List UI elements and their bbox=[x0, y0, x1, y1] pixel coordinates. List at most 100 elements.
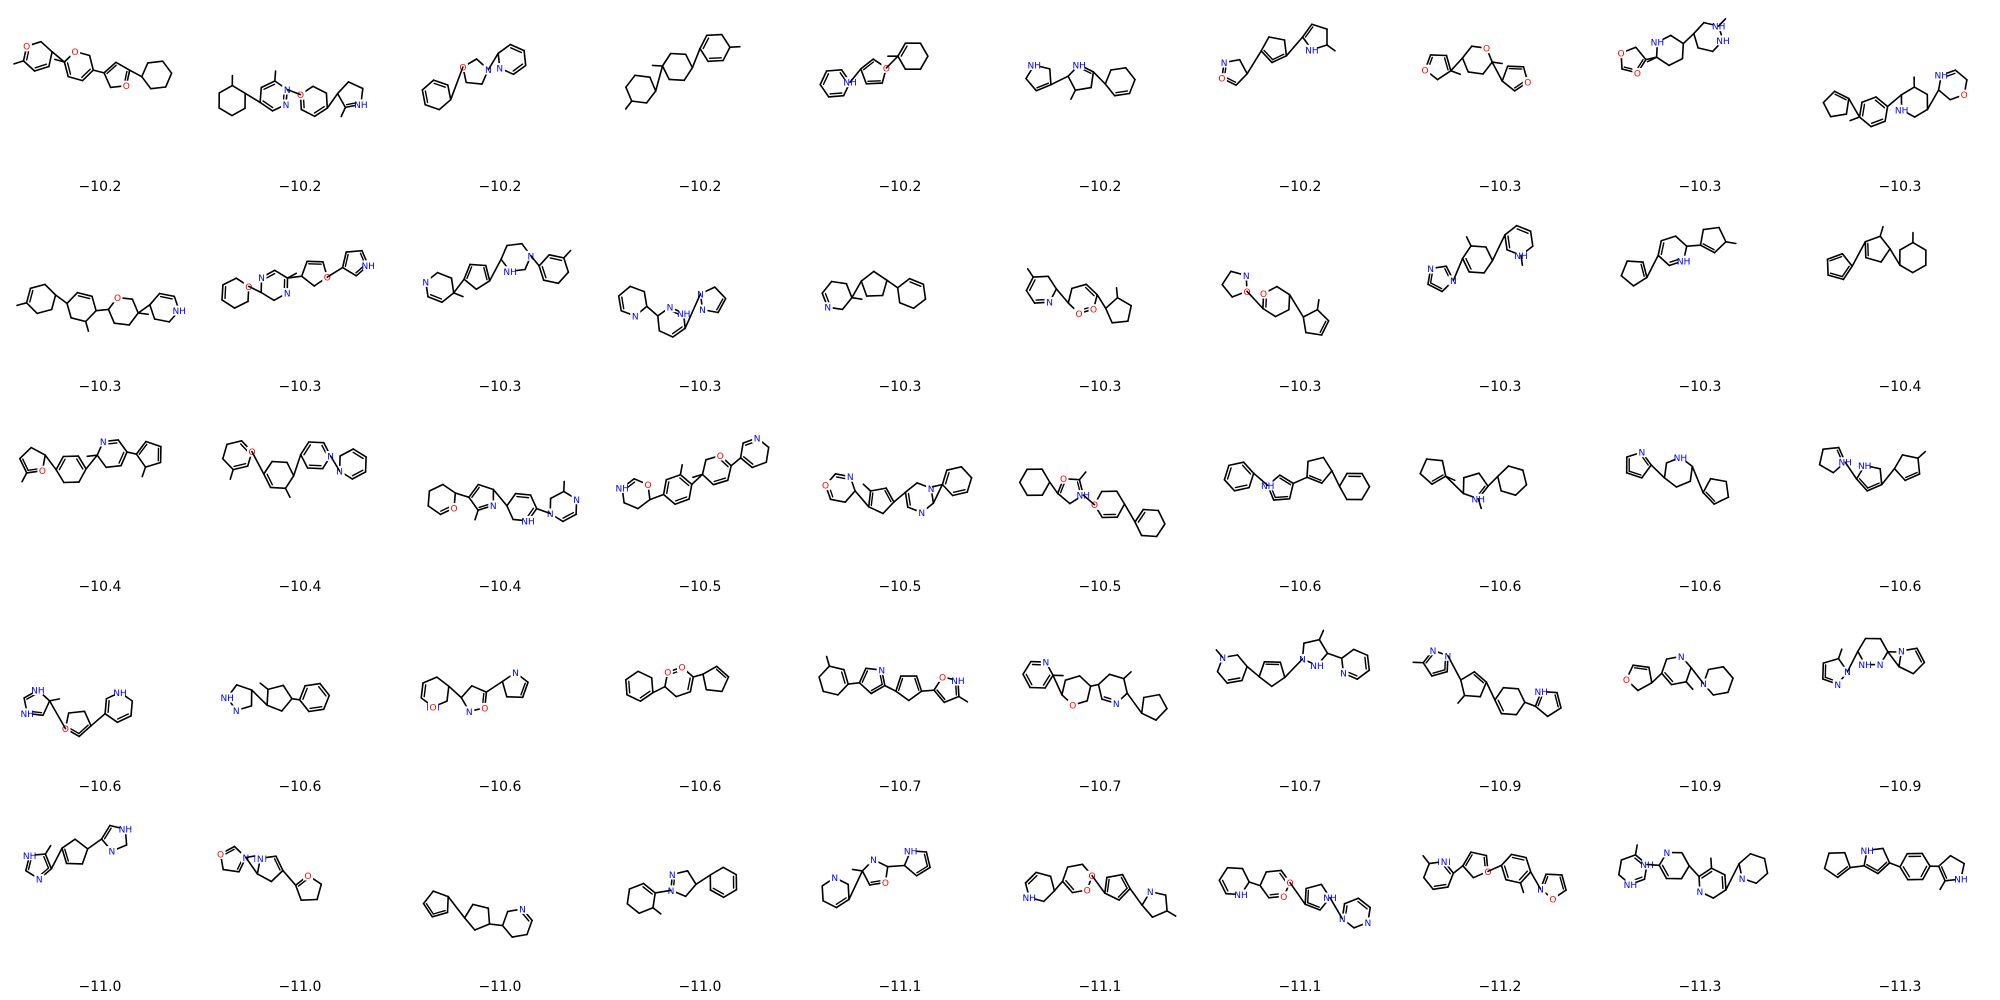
double-bond bbox=[900, 45, 908, 57]
bond bbox=[105, 464, 122, 469]
bond bbox=[113, 322, 130, 326]
bond bbox=[131, 298, 139, 314]
molecule-structure: NHO bbox=[819, 42, 929, 98]
docking-score: −10.3 bbox=[1278, 379, 1322, 395]
ring bbox=[895, 675, 923, 702]
bond bbox=[1707, 665, 1725, 671]
bond bbox=[699, 47, 709, 63]
bond bbox=[1900, 86, 1916, 96]
link-bond bbox=[447, 685, 463, 699]
ring: NHO bbox=[420, 676, 450, 713]
bond bbox=[1689, 465, 1694, 483]
bond bbox=[422, 676, 438, 684]
ring: NH bbox=[1818, 446, 1852, 474]
molecule-cell: N −10.3 bbox=[800, 200, 1000, 400]
bond bbox=[1113, 92, 1131, 97]
bond bbox=[1483, 259, 1494, 274]
methyl-bond bbox=[958, 695, 969, 703]
bond bbox=[904, 482, 918, 494]
bond bbox=[1561, 874, 1567, 891]
bond bbox=[1118, 887, 1131, 901]
bond bbox=[898, 301, 915, 310]
bond bbox=[686, 869, 697, 886]
bond bbox=[1463, 694, 1482, 698]
ring bbox=[1823, 851, 1852, 879]
ring: NHO bbox=[1056, 471, 1090, 505]
atom-label-bg bbox=[1936, 70, 1947, 81]
molecule-cell: O N N O NH −10.3 bbox=[200, 200, 400, 400]
link-bond bbox=[920, 689, 935, 692]
bond bbox=[1061, 679, 1067, 696]
nitrogen-atom-label: NH bbox=[1651, 39, 1665, 49]
ring: NO bbox=[13, 40, 53, 72]
bond bbox=[1425, 458, 1444, 462]
double-bond bbox=[520, 682, 526, 696]
methyl-bond bbox=[1520, 254, 1524, 267]
bond bbox=[1657, 254, 1671, 267]
link-bond bbox=[1052, 674, 1063, 696]
oxygen-atom-label: O bbox=[1634, 69, 1641, 79]
ring: NH bbox=[1304, 883, 1337, 911]
atom-label-bg bbox=[37, 465, 48, 476]
bond bbox=[1529, 230, 1534, 247]
link-bond bbox=[50, 847, 63, 870]
ring: N bbox=[334, 448, 367, 480]
atom-label-bg bbox=[1675, 452, 1686, 463]
double-bond bbox=[116, 713, 130, 720]
double-bond bbox=[936, 689, 946, 701]
bond bbox=[1494, 686, 1505, 701]
nitrogen-atom-label: N bbox=[422, 278, 429, 288]
ring: N bbox=[1022, 657, 1064, 689]
bond bbox=[1216, 670, 1229, 684]
bond bbox=[1032, 275, 1050, 278]
bond bbox=[721, 33, 731, 49]
link-bond bbox=[485, 680, 504, 693]
bond bbox=[103, 72, 112, 89]
nitrogen-atom-label: N bbox=[699, 306, 706, 316]
double-bond bbox=[1511, 856, 1525, 861]
atom-label-bg bbox=[1029, 60, 1040, 71]
bond bbox=[55, 455, 65, 471]
link-bond bbox=[654, 889, 672, 894]
link-bond bbox=[1491, 234, 1506, 262]
bond bbox=[908, 690, 923, 702]
oxygen-atom-label: O bbox=[1091, 501, 1098, 511]
oxygen-atom-label: O bbox=[664, 669, 671, 679]
bond bbox=[1142, 508, 1160, 512]
bond bbox=[1340, 648, 1355, 660]
atom-label-bg bbox=[494, 63, 505, 74]
bond bbox=[1823, 867, 1839, 879]
bond bbox=[843, 668, 850, 685]
bond bbox=[1311, 23, 1328, 30]
double-bond bbox=[639, 690, 651, 699]
bond bbox=[1917, 457, 1921, 475]
nitrogen-atom-label: N bbox=[233, 707, 240, 717]
ring bbox=[259, 682, 293, 712]
oxygen-atom-label: O bbox=[1243, 288, 1250, 298]
atom-label-bg bbox=[1428, 645, 1438, 656]
molecule-cell: N O N −10.7 bbox=[1000, 600, 1200, 800]
ring bbox=[1338, 472, 1371, 501]
nitrogen-atom-label: NH bbox=[119, 826, 133, 836]
bond bbox=[463, 263, 471, 280]
double-bond bbox=[1065, 879, 1075, 891]
ring: O bbox=[300, 260, 333, 287]
link-bond bbox=[1849, 864, 1865, 869]
bond bbox=[1722, 665, 1734, 680]
bond bbox=[625, 670, 639, 681]
bond bbox=[1221, 270, 1232, 286]
bond bbox=[1272, 498, 1291, 501]
bond bbox=[881, 279, 888, 297]
double-bond bbox=[1306, 901, 1320, 908]
bond bbox=[1048, 68, 1052, 86]
double-bond bbox=[1661, 864, 1669, 877]
double-bond bbox=[1263, 49, 1274, 61]
double-bond bbox=[862, 61, 875, 71]
bond bbox=[487, 907, 491, 925]
molecule-structure: NO O bbox=[1221, 270, 1330, 336]
nitrogen-atom-label: N bbox=[1664, 849, 1671, 859]
atom-label-bg bbox=[1074, 308, 1085, 319]
bond bbox=[427, 295, 443, 303]
bond bbox=[1861, 96, 1877, 103]
bond bbox=[65, 862, 84, 865]
